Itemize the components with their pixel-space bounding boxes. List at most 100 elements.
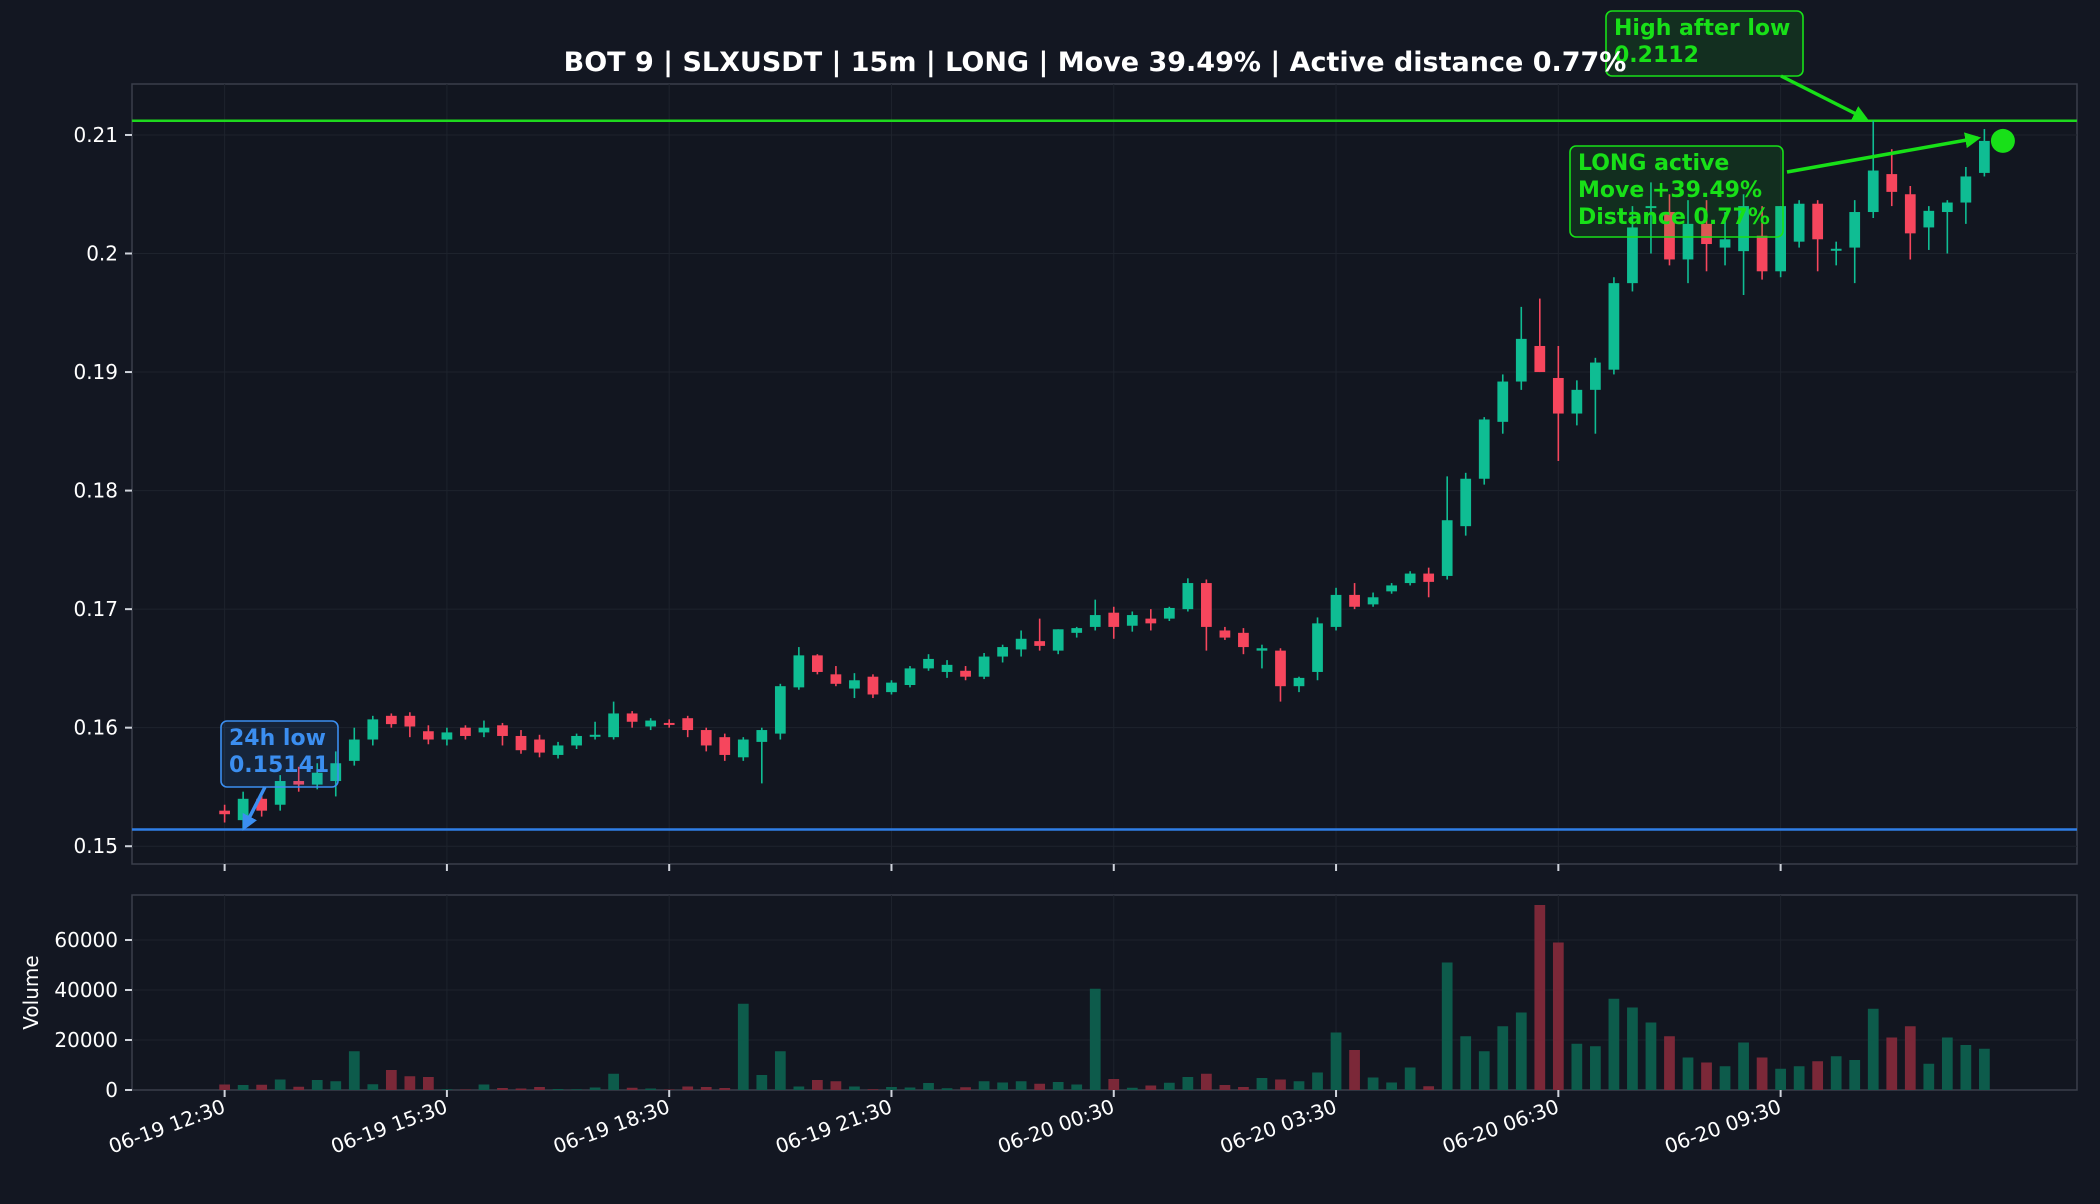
candle-body bbox=[1219, 630, 1231, 638]
volume-tick-label: 40000 bbox=[54, 978, 118, 1002]
volume-bar bbox=[237, 1085, 249, 1090]
candle-body bbox=[460, 727, 471, 736]
candle-body bbox=[1145, 618, 1157, 624]
candle-body bbox=[867, 676, 879, 695]
candle-body bbox=[1089, 615, 1101, 627]
candle-body bbox=[1460, 478, 1472, 527]
candle-body bbox=[682, 718, 694, 731]
candle-body bbox=[441, 732, 453, 740]
price-tick-label: 0.16 bbox=[73, 716, 118, 740]
volume-bar bbox=[978, 1081, 990, 1090]
volume-bar bbox=[293, 1086, 305, 1090]
annotation-text: Move +39.49% bbox=[1578, 178, 1762, 203]
candle-body bbox=[774, 686, 786, 734]
candle-body bbox=[1534, 345, 1546, 373]
candle-body bbox=[1312, 623, 1323, 672]
candle-body bbox=[1275, 650, 1286, 687]
annotation-text: Distance 0.77% bbox=[1578, 205, 1770, 230]
volume-bar bbox=[1812, 1061, 1824, 1090]
volume-bar bbox=[960, 1087, 971, 1090]
volume-bar bbox=[330, 1081, 342, 1090]
volume-bar bbox=[1608, 998, 1620, 1090]
volume-bar bbox=[1034, 1083, 1046, 1090]
volume-plot-area bbox=[131, 894, 2078, 1091]
volume-bar bbox=[404, 1076, 416, 1090]
candle-body bbox=[552, 745, 564, 755]
candle-body bbox=[1034, 641, 1046, 646]
candle-body bbox=[1701, 223, 1712, 245]
candle-body bbox=[497, 725, 508, 736]
candle-body bbox=[256, 798, 268, 811]
candle-body bbox=[923, 658, 934, 669]
volume-bar bbox=[1163, 1082, 1175, 1090]
volume-bar bbox=[1645, 1022, 1657, 1090]
candle-body bbox=[385, 715, 397, 725]
candle-body bbox=[1812, 203, 1824, 240]
candle-body bbox=[1627, 227, 1638, 284]
volume-bar bbox=[1701, 1062, 1712, 1090]
candle-body bbox=[1478, 419, 1490, 479]
volume-bar bbox=[700, 1087, 712, 1090]
volume-bar bbox=[1293, 1081, 1305, 1090]
volume-bar bbox=[645, 1088, 657, 1090]
volume-bar bbox=[1979, 1048, 1990, 1090]
price-tick-label: 0.15 bbox=[73, 834, 118, 858]
candle-body bbox=[1108, 612, 1120, 627]
candle-body bbox=[404, 715, 416, 727]
candle-body bbox=[1979, 140, 1990, 173]
candle-body bbox=[1330, 594, 1342, 627]
candle-body bbox=[571, 735, 582, 746]
volume-bar bbox=[1552, 942, 1564, 1090]
volume-tick-label: 60000 bbox=[54, 928, 118, 952]
volume-bar bbox=[1386, 1082, 1397, 1090]
volume-bar bbox=[497, 1088, 508, 1090]
candle-body bbox=[793, 655, 805, 688]
volume-bar bbox=[1367, 1077, 1379, 1090]
candle-body bbox=[1719, 239, 1731, 248]
volume-bar bbox=[1664, 1036, 1675, 1090]
volume-bar bbox=[1460, 1036, 1472, 1090]
volume-bar bbox=[1682, 1057, 1694, 1090]
volume-bar bbox=[1830, 1056, 1842, 1090]
candle-body bbox=[478, 727, 490, 733]
volume-bar bbox=[1423, 1086, 1435, 1090]
candle-body bbox=[756, 730, 768, 742]
candle-body bbox=[1015, 638, 1027, 650]
volume-bar bbox=[1349, 1050, 1360, 1090]
candle-body bbox=[1904, 194, 1916, 234]
candle-body bbox=[960, 670, 971, 677]
annotation-arrow bbox=[1786, 132, 1982, 174]
volume-axis-label: Volume bbox=[19, 955, 43, 1029]
price-tick-label: 0.18 bbox=[73, 479, 118, 503]
candle-body bbox=[534, 739, 545, 753]
candle-body bbox=[1052, 629, 1064, 651]
volume-bar bbox=[1941, 1037, 1953, 1090]
candle-body bbox=[1515, 338, 1527, 382]
volume-bar bbox=[1182, 1077, 1194, 1090]
candle-body bbox=[849, 680, 860, 689]
volume-bar bbox=[849, 1086, 860, 1090]
volume-bar bbox=[460, 1089, 471, 1090]
volume-bar bbox=[552, 1089, 564, 1090]
volume-bar bbox=[589, 1087, 601, 1090]
candle-body bbox=[608, 713, 619, 738]
volume-bar bbox=[1145, 1085, 1157, 1090]
volume-bar bbox=[1071, 1084, 1083, 1090]
volume-bar bbox=[923, 1083, 934, 1090]
candle-body bbox=[423, 731, 434, 740]
candle-body bbox=[830, 674, 842, 684]
volume-bar bbox=[1793, 1066, 1805, 1090]
candle-body bbox=[589, 734, 601, 737]
volume-bar bbox=[441, 1089, 453, 1090]
annotation-arrow bbox=[1780, 74, 1869, 121]
candle-body bbox=[348, 739, 360, 761]
annotation-arrow bbox=[242, 786, 267, 831]
candle-body bbox=[904, 668, 916, 686]
volume-bar bbox=[534, 1087, 545, 1090]
price-tick-label: 0.19 bbox=[73, 360, 118, 384]
price-plot-area bbox=[131, 83, 2078, 865]
